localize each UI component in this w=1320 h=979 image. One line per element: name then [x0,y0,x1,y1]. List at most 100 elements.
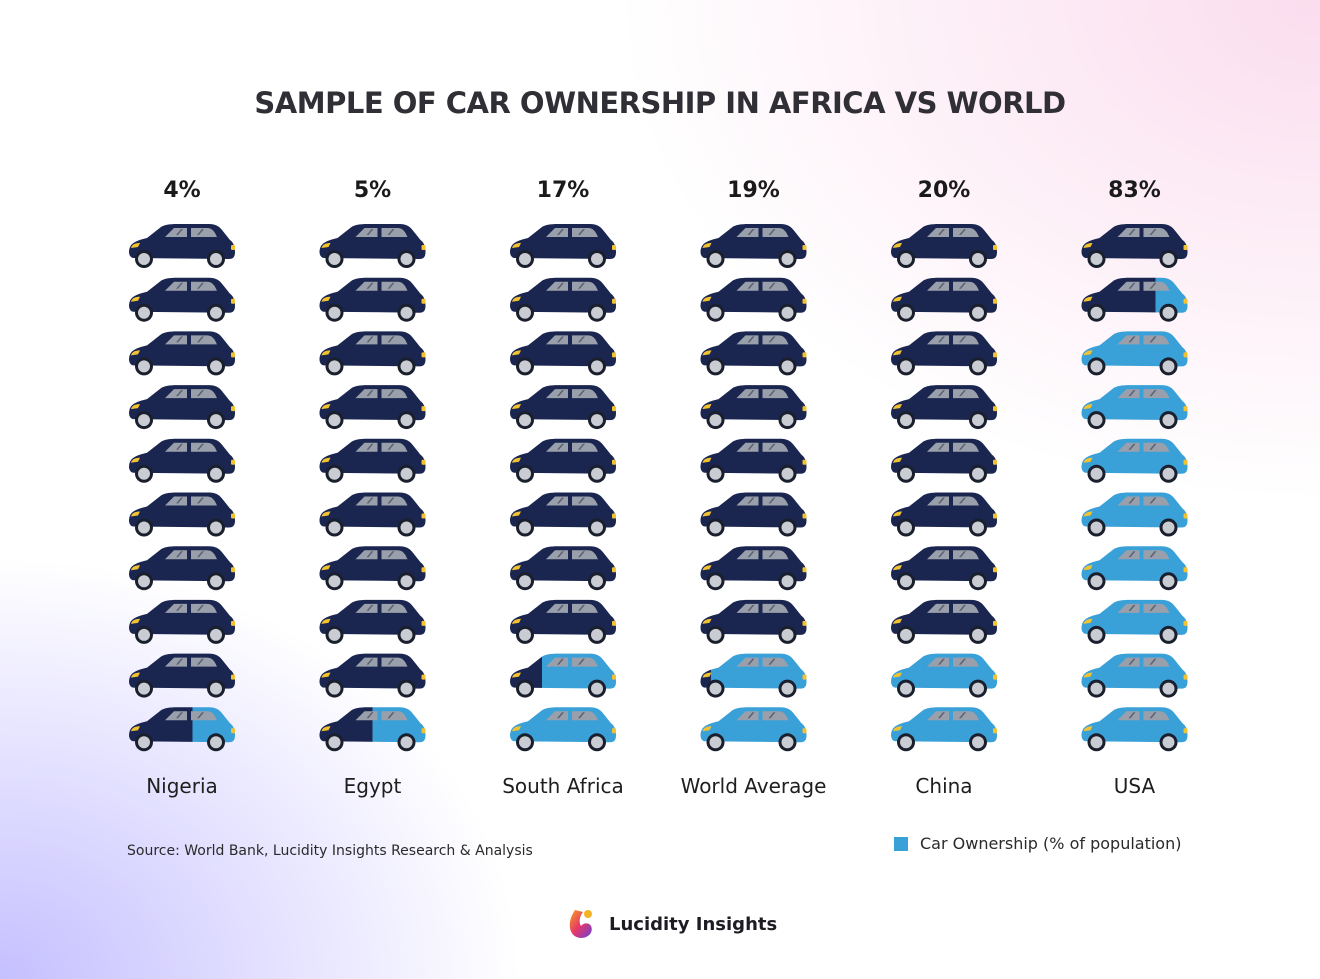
window-glint [366,551,374,558]
lucidity-logo-icon [569,910,592,938]
window-glint [387,390,395,397]
headlight [1083,404,1093,410]
taillight [612,728,616,734]
window-glint [747,551,755,558]
car-icon [129,438,235,483]
car-wheel-hub [138,467,150,480]
window-glint [959,229,966,235]
headlight [702,565,712,571]
window-glint [1128,336,1136,343]
headlight [512,404,521,410]
car-icon [1081,385,1188,430]
taillight [612,406,616,412]
car-icon [129,224,235,268]
car-wheel-hub [972,736,984,749]
window-glint [578,658,585,665]
window-glint [176,229,183,235]
car-wheel-hub [1162,682,1175,695]
window-glint [1128,712,1136,719]
window-glint [747,282,755,289]
car-icon [319,492,426,537]
country-label: Nigeria [146,774,218,798]
car-icon [700,546,807,591]
taillight [421,352,426,358]
car-wheel-hub [1090,360,1103,373]
car-icon [891,277,997,322]
car-wheel-hub [328,682,341,695]
car-icon [319,599,426,644]
taillight [421,513,426,519]
window-glint [938,497,945,504]
car-wheel-hub [519,628,531,641]
car-icon [510,546,616,591]
car-icon [129,653,235,698]
car-wheel-hub [900,575,912,588]
car-wheel-hub [900,682,912,695]
window-glint [959,497,966,504]
car-icon [319,546,426,591]
headlight [131,296,140,302]
car-wheel-hub [138,521,150,534]
window-glint [938,390,945,397]
window-glint [197,551,204,558]
car-wheel-hub [709,360,722,373]
car-icon [510,653,616,698]
car-icon [319,653,426,698]
car-icon [1081,438,1188,483]
car-wheel-hub [519,467,531,480]
car-wheel-hub [900,521,912,534]
car-wheel-hub [709,682,722,695]
car-wheel-hub [709,253,722,265]
window-glint [387,443,395,450]
car-wheel-hub [591,682,603,695]
window-glint [578,390,585,397]
taillight [1183,674,1188,680]
car-wheel-hub [138,628,150,641]
percent-label: 5% [354,178,391,203]
car-icon [319,277,426,322]
taillight [421,298,426,304]
taillight [231,245,235,250]
car-wheel-hub [1090,736,1103,749]
car-icon [891,546,997,591]
car-wheel-hub [328,736,341,749]
window-glint [176,712,183,719]
car-wheel-hub [900,253,912,265]
headlight [131,404,140,410]
taillight [612,674,616,680]
headlight [321,404,331,410]
taillight [993,567,997,573]
car-wheel-hub [900,467,912,480]
window-glint [578,551,585,558]
window-glint [197,604,204,611]
car-wheel-hub [900,360,912,373]
car-icon [891,492,997,537]
taillight [612,352,616,358]
window-glint [1128,497,1136,504]
window-glint [747,604,755,611]
car-wheel-hub [519,253,531,265]
car-wheel-hub [1090,414,1103,427]
window-glint [768,712,776,719]
car-wheel-hub [1090,467,1103,480]
car-wheel-hub [1162,736,1175,749]
window-glint [197,712,204,719]
car-wheel-hub [210,253,222,265]
window-glint [768,282,776,289]
car-wheel-hub [972,306,984,319]
headlight [131,243,140,248]
headlight [1083,672,1093,678]
car-wheel-hub [781,521,794,534]
car-icon [700,492,807,537]
window-glint [938,282,945,289]
car-wheel-hub [591,628,603,641]
taillight [231,728,235,734]
window-glint [176,390,183,397]
headlight [893,672,902,678]
headlight [702,457,712,463]
taillight [421,406,426,412]
window-glint [938,336,945,343]
car-icon [700,653,807,698]
car-icon [891,224,997,268]
window-glint [959,336,966,343]
